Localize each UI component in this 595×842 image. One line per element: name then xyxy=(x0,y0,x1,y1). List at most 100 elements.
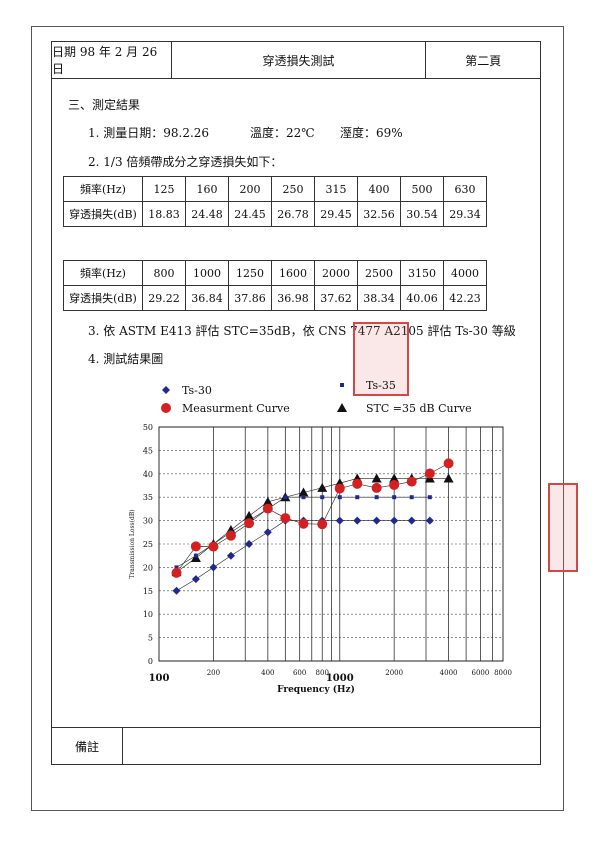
table-cell: 38.34 xyxy=(357,285,401,311)
measurement-point xyxy=(280,513,291,524)
legend-label: Ts-35 xyxy=(366,379,396,392)
measurement-point xyxy=(171,567,182,578)
table-cell: 37.62 xyxy=(314,285,358,311)
measurement-point xyxy=(389,479,400,490)
table-cell: 29.34 xyxy=(443,201,487,227)
ts35-point xyxy=(283,495,288,500)
y-axis-label: Transmission Loss(dB) xyxy=(129,509,136,578)
legend-label: STC =35 dB Curve xyxy=(366,402,472,415)
table-cell: 3150 xyxy=(400,260,444,286)
remarks-label: 備註 xyxy=(52,728,123,764)
stc-point xyxy=(443,473,454,483)
ts30-point xyxy=(263,528,272,537)
table-cell: 4000 xyxy=(443,260,487,286)
table-row: 頻率(Hz) 125 160 200 250 315 400 500 630 xyxy=(63,176,487,202)
x-tick-label: 2000 xyxy=(385,669,403,677)
y-tick-label: 45 xyxy=(143,446,153,455)
ts30-point xyxy=(407,516,416,525)
x-tick-label: 1000 xyxy=(326,673,354,684)
y-tick-label: 35 xyxy=(143,493,153,502)
ts35-point xyxy=(409,495,414,500)
table-row: 頻率(Hz) 800 1000 1250 1600 2000 2500 3150… xyxy=(63,260,487,286)
item4-text: 4. 測試結果圖 xyxy=(88,352,164,366)
x-tick-label: 200 xyxy=(207,669,220,677)
x-axis-label: Frequency (Hz) xyxy=(277,684,355,695)
loss-table-1: 頻率(Hz) 125 160 200 250 315 400 500 630 穿… xyxy=(63,176,487,227)
header-page: 第二頁 xyxy=(465,53,502,68)
seal-stamp xyxy=(353,322,409,396)
footer-table: 備註 xyxy=(51,727,541,765)
legend-label: Measurment Curve xyxy=(182,402,290,415)
table-row: 穿透損失(dB) 18.83 24.48 24.45 26.78 29.45 3… xyxy=(63,201,487,227)
table-cell: 40.06 xyxy=(400,285,444,311)
table-header-cell: 穿透損失(dB) xyxy=(63,201,143,227)
series-line xyxy=(176,520,430,592)
table-cell: 125 xyxy=(142,176,186,202)
table-cell: 24.48 xyxy=(185,201,229,227)
stc-point xyxy=(317,482,328,492)
measurement-point xyxy=(262,503,273,514)
stc-point xyxy=(262,496,273,506)
measurement-point xyxy=(406,476,417,487)
ts30-point xyxy=(172,586,181,595)
y-tick-label: 30 xyxy=(143,517,153,526)
ts30-point xyxy=(226,551,235,560)
table-cell: 630 xyxy=(443,176,487,202)
stc-point xyxy=(337,403,347,412)
seal-stamp-margin xyxy=(548,483,578,572)
series-line xyxy=(176,496,430,568)
remarks-content xyxy=(123,728,540,764)
y-tick-label: 15 xyxy=(143,587,153,596)
table-header-cell: 穿透損失(dB) xyxy=(63,285,143,311)
y-tick-label: 25 xyxy=(143,540,153,549)
legend-label: Ts-30 xyxy=(182,384,212,397)
table-header-cell: 頻率(Hz) xyxy=(63,260,143,286)
table-cell: 30.54 xyxy=(400,201,444,227)
measurement-point xyxy=(443,458,454,469)
x-tick-label: 600 xyxy=(293,669,306,677)
measurement-point xyxy=(317,519,328,530)
table-cell: 42.23 xyxy=(443,285,487,311)
table-cell: 1600 xyxy=(271,260,315,286)
x-tick-label: 100 xyxy=(149,673,170,684)
table-cell: 1000 xyxy=(185,260,229,286)
table-header-cell: 頻率(Hz) xyxy=(63,176,143,202)
ts35-point xyxy=(301,495,306,500)
header-title: 穿透損失測試 xyxy=(172,42,427,78)
ts30-point xyxy=(162,386,170,394)
measurement-point xyxy=(298,518,309,529)
table-cell: 24.45 xyxy=(228,201,272,227)
header-table: 日期 98 年 2 月 26 日 穿透損失測試 第二頁 xyxy=(51,41,541,79)
loss-table-2: 頻率(Hz) 800 1000 1250 1600 2000 2500 3150… xyxy=(63,260,487,311)
measurement-point xyxy=(190,541,201,552)
table-cell: 400 xyxy=(357,176,401,202)
table-cell: 26.78 xyxy=(271,201,315,227)
measurement-point xyxy=(244,518,255,529)
y-tick-label: 40 xyxy=(143,470,153,479)
ts35-point xyxy=(340,383,344,387)
ts30-point xyxy=(353,516,362,525)
content-area xyxy=(51,79,541,727)
x-tick-label: 8000 xyxy=(494,669,512,677)
x-tick-label: 6000 xyxy=(472,669,490,677)
y-tick-label: 50 xyxy=(143,423,153,432)
stc-point xyxy=(389,473,400,483)
table-cell: 36.84 xyxy=(185,285,229,311)
table-cell: 2500 xyxy=(357,260,401,286)
measurement-point xyxy=(424,468,435,479)
y-tick-label: 5 xyxy=(148,634,153,643)
measurement-point xyxy=(334,483,345,494)
ts35-point xyxy=(193,553,198,558)
series-line xyxy=(176,463,449,574)
ts35-point xyxy=(174,565,179,570)
y-tick-label: 10 xyxy=(143,610,153,619)
item2-text: 2. 1/3 倍頻帶成分之穿透損失如下： xyxy=(88,155,283,169)
ts30-point xyxy=(191,575,200,584)
measurement-point xyxy=(208,541,219,552)
ts30-point xyxy=(335,516,344,525)
ts30-point xyxy=(372,516,381,525)
table-cell: 2000 xyxy=(314,260,358,286)
table-cell: 250 xyxy=(271,176,315,202)
stc-point xyxy=(371,473,382,483)
